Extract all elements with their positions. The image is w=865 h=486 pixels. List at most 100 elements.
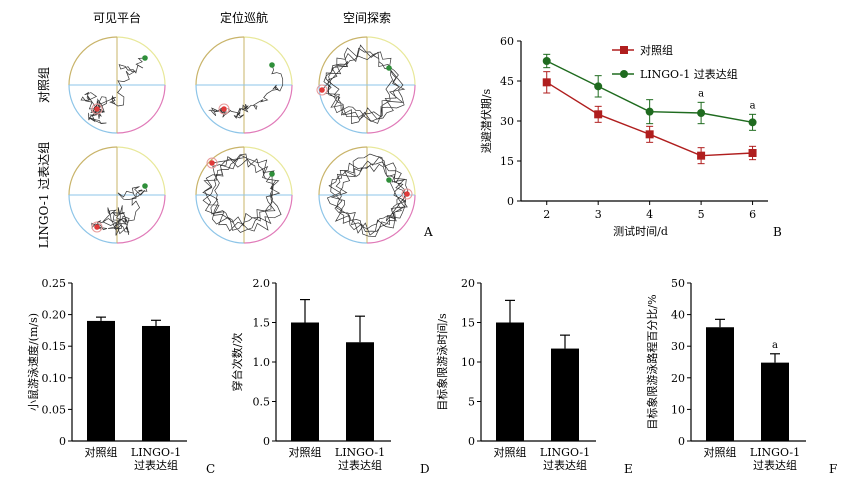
maze-quadrant-arc xyxy=(243,194,293,244)
y-axis-label: 目标象限游泳路程百分比/% xyxy=(645,294,659,429)
data-point xyxy=(542,78,551,87)
y-tick-label: 0 xyxy=(263,435,270,448)
y-tick-label: 45 xyxy=(500,75,514,88)
swim-path xyxy=(326,153,409,237)
swim-path xyxy=(202,153,282,233)
platform-ring xyxy=(401,188,413,200)
col-label-place-navigation: 定位巡航 xyxy=(220,10,268,25)
data-point xyxy=(748,149,757,157)
panel-letter: F xyxy=(829,462,837,476)
start-marker xyxy=(386,65,392,71)
maze-quadrant-arc xyxy=(366,36,416,86)
maze-control-3 xyxy=(316,36,416,134)
x-tick-label: 2 xyxy=(543,208,550,221)
category-label: LINGO-1 过表达组 xyxy=(131,446,181,472)
start-marker xyxy=(142,55,148,61)
category-label: 对照组 xyxy=(704,445,737,459)
category-label: 对照组 xyxy=(494,445,527,459)
panel-d-platform-crossings-chart: 0 0.5 1.0 1.5 2.0 对照组 LINGO-1 过表达组 穿台次数/次 D xyxy=(230,277,430,476)
category-label-line: LINGO-1 xyxy=(540,446,590,459)
category-label-line: LINGO-1 xyxy=(335,446,385,459)
data-point xyxy=(645,107,654,116)
y-tick-label: 0.15 xyxy=(42,340,67,353)
category-label-line: 对照组 xyxy=(289,445,322,459)
category-label-line: 过表达组 xyxy=(134,458,178,472)
swim-path xyxy=(321,44,406,124)
maze-quadrant-arc xyxy=(318,84,368,134)
platform-ring xyxy=(91,221,103,233)
maze-quadrant-arc xyxy=(366,194,416,244)
y-tick-label: 0.20 xyxy=(42,309,67,322)
y-tick-label: 0.05 xyxy=(42,403,67,416)
maze-quadrant-arc xyxy=(195,194,245,244)
y-tick-label: 0 xyxy=(468,435,475,448)
legend-label: LINGO-1 过表达组 xyxy=(640,67,738,81)
maze-quadrant-arc xyxy=(116,194,166,244)
maze-quadrant-arc xyxy=(68,36,118,86)
y-tick-label: 20 xyxy=(461,277,475,290)
panel-letter: E xyxy=(624,462,633,476)
category-label-line: 对照组 xyxy=(85,445,118,459)
maze-quadrant-arc xyxy=(116,146,166,196)
category-label-line: LINGO-1 xyxy=(750,446,800,459)
bar xyxy=(706,327,734,441)
maze-quadrant-arc xyxy=(116,84,166,134)
platform-marker xyxy=(94,224,100,230)
y-tick-label: 10 xyxy=(461,356,475,369)
y-tick-label: 1.5 xyxy=(253,317,271,330)
panel-letter-a: A xyxy=(423,225,433,239)
bar xyxy=(551,348,579,441)
data-point xyxy=(594,110,603,119)
y-tick-label: 30 xyxy=(671,340,685,353)
platform-marker xyxy=(94,106,100,112)
maze-control-1 xyxy=(68,36,166,134)
data-point xyxy=(542,57,551,65)
legend-marker xyxy=(620,46,628,54)
x-tick-label: 3 xyxy=(595,208,602,221)
maze-quadrant-arc xyxy=(243,36,293,86)
platform-marker xyxy=(221,106,227,112)
y-tick-label: 60 xyxy=(500,35,514,48)
platform-marker xyxy=(319,87,325,93)
category-label-line: 对照组 xyxy=(494,445,527,459)
significance-mark: a xyxy=(750,100,756,111)
swim-path xyxy=(80,57,146,124)
bar xyxy=(291,322,319,441)
panel-letter: D xyxy=(420,462,430,476)
bar xyxy=(761,362,789,441)
category-label: LINGO-1 过表达组 xyxy=(540,446,590,472)
data-point xyxy=(748,118,757,127)
maze-quadrant-arc xyxy=(116,36,166,86)
data-point xyxy=(697,151,706,160)
maze-quadrant-arc xyxy=(195,84,245,134)
y-tick-label: 15 xyxy=(500,155,514,168)
panel-f-target-quadrant-distance-chart: 0 10 20 30 40 50 对照组 LINGO-1 过表达组 a 目标象限游泳路程百分比/% F xyxy=(645,277,837,476)
y-tick-label: 15 xyxy=(461,317,475,330)
start-marker xyxy=(269,62,275,68)
y-axis-label: 逃避潜伏期/s xyxy=(479,88,493,153)
platform-ring xyxy=(206,157,218,169)
significance-mark: a xyxy=(698,88,704,99)
maze-quadrant-arc xyxy=(243,84,293,134)
start-marker xyxy=(269,171,275,177)
maze-quadrant-arc xyxy=(195,36,245,86)
panel-a-swim-paths: 可见平台 定位巡航 空间探索 对照组 LINGO-1 过表达组 A xyxy=(37,10,433,248)
y-tick-label: 0 xyxy=(678,435,685,448)
x-tick-label: 5 xyxy=(698,208,705,221)
category-label: 对照组 xyxy=(289,445,322,459)
col-label-visible-platform: 可见平台 xyxy=(93,10,141,25)
x-tick-label: 4 xyxy=(646,208,653,221)
category-label-line: 过表达组 xyxy=(543,458,587,472)
maze-lingo1-1 xyxy=(68,146,166,244)
maze-quadrant-arc xyxy=(366,146,416,196)
maze-quadrant-arc xyxy=(243,146,293,196)
platform-ring xyxy=(218,103,230,115)
swim-path xyxy=(208,64,284,119)
maze-control-2 xyxy=(195,36,293,134)
start-marker xyxy=(142,183,148,189)
y-tick-label: 40 xyxy=(671,309,685,322)
data-point xyxy=(697,109,706,117)
panel-e-target-quadrant-time-chart: 0 5 10 15 20 对照组 LINGO-1 过表达组 目标象限游泳时间/s E xyxy=(435,277,633,476)
category-label-line: 对照组 xyxy=(704,445,737,459)
